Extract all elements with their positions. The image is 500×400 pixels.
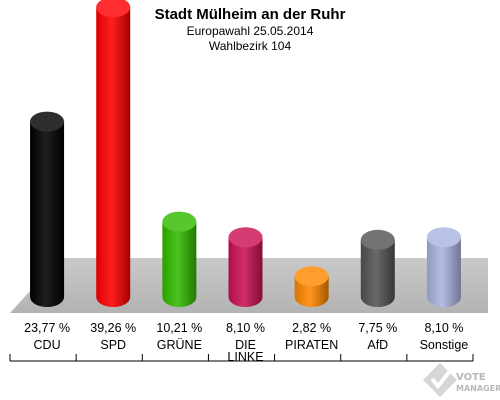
bar-top-spd (96, 0, 131, 18)
bar-spd (96, 7, 131, 307)
bar-top-piraten (294, 266, 329, 287)
bar-top-afd (360, 229, 395, 250)
chart-subtitle-2: Wahlbezirk 104 (209, 39, 292, 53)
watermark-line2: MANAGER (456, 384, 500, 393)
bar-top-sonstige (426, 227, 461, 248)
bar-afd (360, 239, 395, 307)
value-label: 10,21 % (156, 321, 202, 335)
watermark-line1: VOTE (456, 372, 486, 383)
bar-die-linke (228, 237, 263, 307)
category-axis: CDU SPD GRÜNE DIE LINKE PIRATEN AfD Sonstige (9, 338, 474, 364)
category-label: PIRATEN (285, 338, 338, 352)
value-label: 23,77 % (24, 321, 70, 335)
value-label: 8,10 % (226, 321, 265, 335)
bars-group (30, 0, 461, 308)
chart-title: Stadt Mülheim an der Ruhr (155, 6, 346, 23)
chart-subtitle: Europawahl 25.05.2014 (187, 24, 314, 38)
bar-cdu (30, 121, 65, 308)
value-label: 39,26 % (90, 321, 136, 335)
bar-sonstige (426, 237, 461, 307)
value-label: 2,82 % (292, 321, 331, 335)
value-labels-group: 23,77 % 39,26 % 10,21 % 8,10 % 2,82 % 7,75 % 8… (24, 321, 463, 335)
category-label: Sonstige (420, 338, 469, 352)
bar-top-cdu (30, 111, 65, 132)
category-label: SPD (100, 338, 126, 352)
vote-manager-logo-icon (423, 363, 457, 397)
value-label: 8,10 % (424, 321, 463, 335)
category-label: AfD (367, 338, 388, 352)
category-label: DIE LINKE (227, 338, 263, 364)
watermark: VOTE MANAGER (423, 363, 500, 397)
value-label: 7,75 % (358, 321, 397, 335)
category-label: GRÜNE (157, 338, 202, 352)
bar-top-gr-ne (162, 211, 197, 232)
bar-top-die-linke (228, 227, 263, 248)
bar-gr-ne (162, 221, 197, 307)
category-label: CDU (34, 338, 61, 352)
